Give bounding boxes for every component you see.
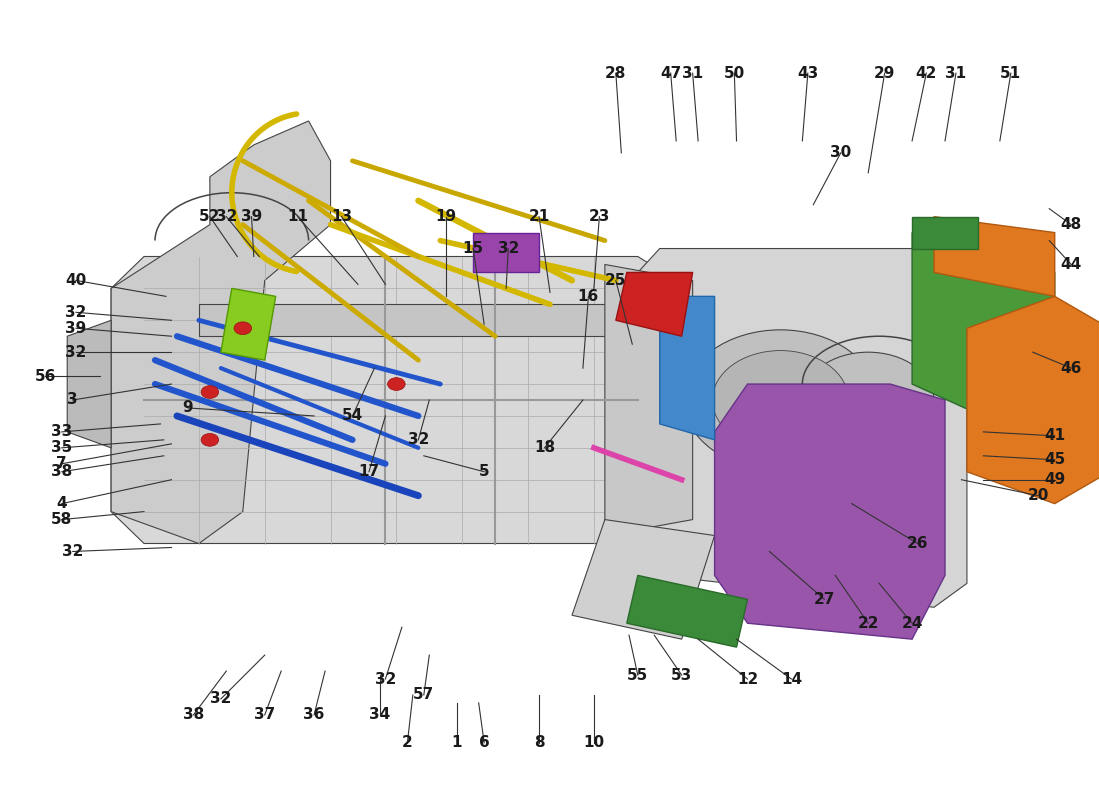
Text: 16: 16 xyxy=(578,289,600,304)
Text: 51: 51 xyxy=(1000,66,1022,81)
Text: 42: 42 xyxy=(915,66,937,81)
Text: 53: 53 xyxy=(671,667,692,682)
Text: 32: 32 xyxy=(62,544,84,559)
Text: 27: 27 xyxy=(814,592,835,607)
Text: 17: 17 xyxy=(359,464,380,479)
Text: 31: 31 xyxy=(682,66,703,81)
Circle shape xyxy=(713,350,848,450)
Circle shape xyxy=(201,434,219,446)
Polygon shape xyxy=(912,217,978,249)
Text: 29: 29 xyxy=(874,66,895,81)
Circle shape xyxy=(234,322,252,334)
Circle shape xyxy=(684,330,877,470)
Text: 14: 14 xyxy=(781,671,802,686)
Text: 34: 34 xyxy=(370,707,390,722)
Text: 32: 32 xyxy=(210,691,231,706)
Polygon shape xyxy=(111,257,715,543)
Polygon shape xyxy=(572,519,715,639)
Text: 18: 18 xyxy=(534,440,556,455)
Circle shape xyxy=(387,378,405,390)
Text: 32: 32 xyxy=(216,209,236,224)
Text: 7: 7 xyxy=(56,456,67,471)
Text: EUROPARTS: EUROPARTS xyxy=(438,351,881,417)
Text: 21: 21 xyxy=(528,209,550,224)
Text: 44: 44 xyxy=(1060,257,1081,272)
Text: 32: 32 xyxy=(375,671,396,686)
Text: 22: 22 xyxy=(857,616,879,630)
Text: 48: 48 xyxy=(1060,217,1081,232)
Text: 36: 36 xyxy=(304,707,324,722)
Polygon shape xyxy=(67,320,111,448)
Text: 37: 37 xyxy=(254,707,275,722)
Text: 15: 15 xyxy=(463,241,484,256)
Text: 38: 38 xyxy=(183,707,204,722)
Text: 49: 49 xyxy=(1044,472,1065,487)
Polygon shape xyxy=(715,384,945,639)
Text: 52: 52 xyxy=(199,209,220,224)
Text: 10: 10 xyxy=(583,735,605,750)
Text: 47: 47 xyxy=(660,66,681,81)
Text: 5: 5 xyxy=(478,464,490,479)
Text: 46: 46 xyxy=(1060,361,1082,376)
Text: 32: 32 xyxy=(408,432,429,447)
Polygon shape xyxy=(605,265,693,535)
Polygon shape xyxy=(660,296,715,440)
Circle shape xyxy=(802,352,934,448)
Text: 40: 40 xyxy=(65,273,87,288)
Text: 2: 2 xyxy=(402,735,412,750)
Text: 20: 20 xyxy=(1027,488,1049,503)
Text: 31: 31 xyxy=(945,66,967,81)
Polygon shape xyxy=(199,304,605,336)
Text: 12: 12 xyxy=(737,671,758,686)
Text: 43: 43 xyxy=(798,66,818,81)
Text: 58: 58 xyxy=(51,512,73,527)
Polygon shape xyxy=(934,217,1055,296)
Polygon shape xyxy=(912,233,1055,424)
Text: 26: 26 xyxy=(906,536,928,551)
Text: 24: 24 xyxy=(901,616,923,630)
Text: 1: 1 xyxy=(451,735,462,750)
Text: 38: 38 xyxy=(51,464,73,479)
Text: 32: 32 xyxy=(65,345,87,360)
Text: 41: 41 xyxy=(1044,428,1065,443)
Text: 8: 8 xyxy=(534,735,544,750)
Text: 25: 25 xyxy=(605,273,627,288)
Text: 30: 30 xyxy=(830,146,851,160)
Bar xyxy=(473,233,539,273)
Polygon shape xyxy=(967,296,1100,504)
Text: 9: 9 xyxy=(183,401,194,415)
Text: 19: 19 xyxy=(436,209,456,224)
Text: 32: 32 xyxy=(65,305,87,320)
Text: 4: 4 xyxy=(56,496,67,511)
Text: 5: 5 xyxy=(708,394,786,502)
Text: 57: 57 xyxy=(414,687,435,702)
Polygon shape xyxy=(616,273,693,336)
Text: 33: 33 xyxy=(51,424,73,439)
Text: 45: 45 xyxy=(1044,452,1065,467)
Text: 39: 39 xyxy=(241,209,262,224)
Polygon shape xyxy=(638,249,967,607)
Circle shape xyxy=(201,386,219,398)
Text: 35: 35 xyxy=(51,440,73,455)
Text: 32: 32 xyxy=(497,241,519,256)
Text: 56: 56 xyxy=(34,369,56,383)
Text: 54: 54 xyxy=(342,409,363,423)
Text: 55: 55 xyxy=(627,667,648,682)
Text: 28: 28 xyxy=(605,66,627,81)
Text: 6: 6 xyxy=(478,735,490,750)
Polygon shape xyxy=(221,288,276,360)
Text: 50: 50 xyxy=(724,66,745,81)
Text: 3: 3 xyxy=(67,393,78,407)
Text: 23: 23 xyxy=(588,209,610,224)
Text: 13: 13 xyxy=(331,209,352,224)
Text: 39: 39 xyxy=(65,321,87,336)
Polygon shape xyxy=(627,575,748,647)
Polygon shape xyxy=(111,121,331,543)
Text: 11: 11 xyxy=(287,209,308,224)
